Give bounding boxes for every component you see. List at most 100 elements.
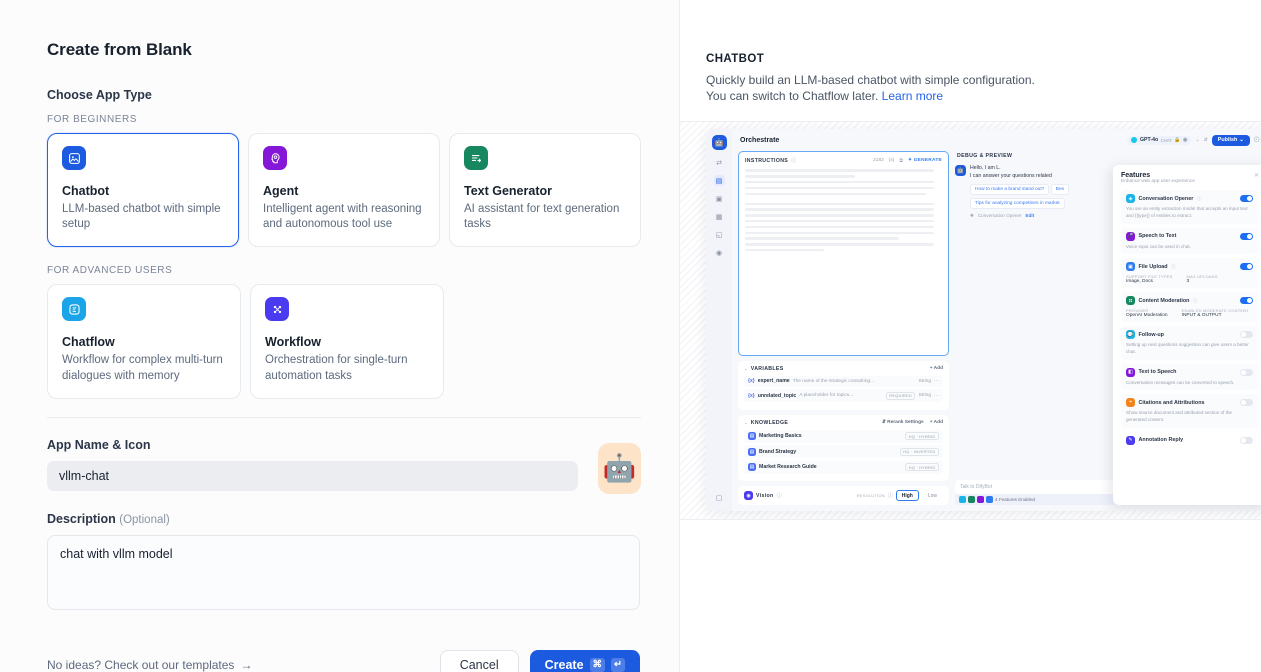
description-label-text: Description <box>47 511 116 526</box>
speaker-icon: ◧ <box>1126 367 1135 377</box>
left-form-panel: Create from Blank Choose App Type FOR BE… <box>47 40 641 672</box>
suggestion-row: How to make a brand stand out? Bes <box>970 181 1070 195</box>
description-label: Description (Optional) <box>47 512 641 526</box>
knowledge-base-icon: ▤ <box>748 447 756 456</box>
learn-more-link[interactable]: Learn more <box>881 89 944 104</box>
add-knowledge-button: + Add <box>929 420 943 426</box>
variables-header: ⌄ VARIABLES + Add <box>744 366 943 372</box>
app-icon-picker[interactable]: 🤖 <box>598 442 641 494</box>
feature-name: Text to Speech <box>1138 369 1177 376</box>
annotation-icon: ✎ <box>1126 435 1135 445</box>
feature-name: Conversation Opener <box>1138 195 1194 202</box>
app-name-col <box>47 460 578 491</box>
app-type-title: Chatbot <box>62 184 110 198</box>
resolution-label: RESOLUTION <box>856 493 885 499</box>
app-type-desc: Orchestration for single-turn automation… <box>265 354 408 382</box>
feature-item: ▣ File Upload ⓘ SUPPORT FILE TYPES Image… <box>1121 258 1258 289</box>
text-generator-icon <box>464 146 488 170</box>
divider <box>47 416 641 418</box>
knowledge-badge: HQ · HYBRID <box>905 463 939 472</box>
variables-header-right: + Add <box>930 366 943 371</box>
feature-toggle <box>1240 399 1253 407</box>
add-variable-button: + Add <box>929 366 943 372</box>
chevron-down-icon: ⌄ <box>744 365 748 371</box>
info-icon: ⓘ <box>776 493 782 500</box>
feature-toggle <box>1240 331 1253 339</box>
description-optional-text: (Optional) <box>119 513 170 526</box>
preview-config-column: INSTRUCTIONS ⓘ 2182 {x} ⧉ ✦ GENERATE <box>738 151 949 506</box>
vision-icon: ◉ <box>744 491 753 501</box>
model-eye-icon: ◉ <box>1182 137 1188 144</box>
feature-desc: Conversation messages can be converted t… <box>1126 379 1235 385</box>
preview-model-chip: GPT-4o CHAT 🔒 ◉ <box>1127 135 1192 145</box>
app-type-card-agent[interactable]: Agent Intelligent agent with reasoning a… <box>248 133 440 248</box>
app-type-card-chatbot[interactable]: Chatbot LLM-based chatbot with simple se… <box>47 133 239 248</box>
feature-item: ❝ Citations and Attributions Show source… <box>1121 394 1258 428</box>
create-button[interactable]: Create ⌘ ↵ <box>529 649 640 672</box>
vision-label: Vision <box>756 492 774 499</box>
workflow-icon <box>265 297 289 322</box>
cmd-key-icon: ⌘ <box>589 658 606 672</box>
app-type-desc: Intelligent agent with reasoning and aut… <box>263 203 422 231</box>
model-lock-icon: 🔒 <box>1174 137 1181 144</box>
app-name-input[interactable] <box>47 460 578 491</box>
description-textarea[interactable] <box>47 534 640 610</box>
feature-toggle <box>1240 436 1253 444</box>
knowledge-meta: HQ · HYBRID <box>905 463 939 472</box>
preview-rail-api-icon: ◱ <box>715 231 723 239</box>
preview-app-name: Orchestrate <box>740 136 780 144</box>
preview-body: Orchestrate GPT-4o CHAT 🔒 ◉ ⌄ ⇵ <box>732 129 1261 511</box>
enter-key-icon: ↵ <box>611 658 625 672</box>
instructions-header-right: 2182 {x} ⧉ ✦ GENERATE <box>873 158 942 164</box>
features-enabled-label: 4 Features Enabled <box>995 497 1036 503</box>
citation-icon: ❝ <box>1126 398 1135 408</box>
knowledge-base-icon: ▤ <box>748 463 756 472</box>
feature-kv: SUPPORT FILE TYPES Image, Docs <box>1126 274 1173 284</box>
app-type-title: Workflow <box>265 335 322 350</box>
knowledge-name: Brand Strategy <box>759 448 797 455</box>
right-info-panel: CHATBOT Quickly build an LLM-based chatb… <box>679 0 1261 672</box>
variable-tag-icon: {x} <box>748 392 755 399</box>
right-panel-header: CHATBOT Quickly build an LLM-based chatb… <box>680 0 1261 123</box>
templates-link[interactable]: No ideas? Check out our templates → <box>47 658 252 672</box>
info-icon: ⓘ <box>791 158 797 165</box>
sliders-icon: ⇵ <box>1203 137 1208 144</box>
variables-title: VARIABLES <box>750 365 784 372</box>
opener-edit-link: Edit <box>1025 213 1035 219</box>
feature-kv-key: PROVIDER <box>1126 308 1149 314</box>
preview-publish-label: Publish <box>1217 137 1238 144</box>
knowledge-badge: HQ · INVERTED <box>899 447 939 456</box>
variable-type: String <box>918 393 931 399</box>
for-advanced-users-label: FOR ADVANCED USERS <box>47 265 173 277</box>
knowledge-row: ▤ Market Research Guide HQ · HYBRID <box>744 460 943 474</box>
app-type-card-chatflow[interactable]: Chatflow Workflow for complex multi-turn… <box>47 284 241 399</box>
feature-name: Annotation Reply <box>1138 437 1184 444</box>
preview-instructions-panel: INSTRUCTIONS ⓘ 2182 {x} ⧉ ✦ GENERATE <box>738 151 949 356</box>
knowledge-add-label: Add <box>933 420 943 426</box>
features-panel-title: Features <box>1121 172 1151 180</box>
preview-features-bar: 4 Features Enabled <box>955 494 1260 506</box>
app-type-card-workflow[interactable]: Workflow Orchestration for single-turn a… <box>250 284 444 399</box>
feature-header: ▣ File Upload ⓘ <box>1126 262 1253 272</box>
microphone-icon: 🎤 <box>1126 231 1135 241</box>
preview-rail-image-icon: ▣ <box>715 195 723 203</box>
agent-icon <box>263 146 287 170</box>
preview-sidebar: 🤖 ⇄ ▤ ▣ ▦ ◱ ◉ ▢ <box>706 129 732 512</box>
info-icon: ⓘ <box>1171 263 1176 269</box>
app-type-card-text-generator[interactable]: Text Generator AI assistant for text gen… <box>449 133 641 248</box>
app-preview-mockup: 🤖 ⇄ ▤ ▣ ▦ ◱ ◉ ▢ Orchestrate <box>706 129 1261 512</box>
preview-rail-settings-icon: ◉ <box>715 249 723 257</box>
feature-dot-conversation-opener-icon <box>959 496 966 504</box>
feature-header: ✎ Annotation Reply <box>1126 435 1253 445</box>
app-type-title: Text Generator <box>464 184 552 198</box>
resolution-high-option: High <box>895 490 919 502</box>
create-button-label: Create <box>544 658 584 672</box>
preview-model-tag: CHAT <box>1160 137 1172 143</box>
advanced-card-row: Chatflow Workflow for complex multi-turn… <box>47 284 641 399</box>
variable-row: {x} expert_name The name of the strategi… <box>744 375 943 387</box>
knowledge-meta: HQ · HYBRID <box>905 432 939 441</box>
variable-desc: A placeholder for topics... <box>799 393 854 399</box>
feature-kv-row: PROVIDER OpenAI Moderation ENABLED MODER… <box>1126 308 1253 318</box>
feature-kv-value: Image, Docs <box>1126 279 1153 285</box>
cancel-button[interactable]: Cancel <box>439 649 519 672</box>
